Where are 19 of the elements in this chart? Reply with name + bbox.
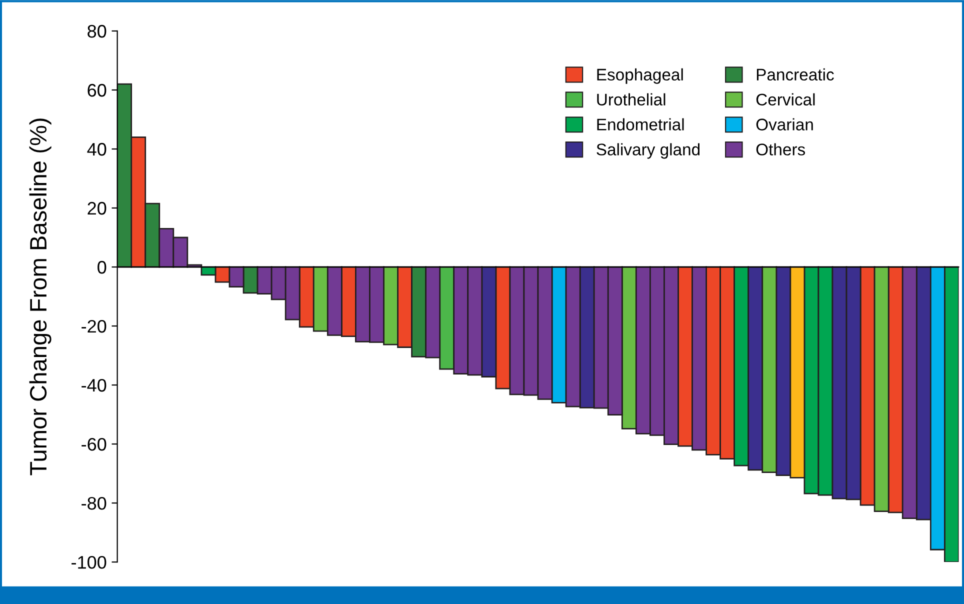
legend-label: Esophageal xyxy=(597,68,683,84)
legend-label: Salivary gland xyxy=(596,143,700,159)
y-tick-label: -20 xyxy=(82,320,106,333)
y-tick-label: 0 xyxy=(98,260,106,274)
legend-label: Ovarian xyxy=(756,118,813,130)
y-tick-label: 60 xyxy=(88,84,106,97)
y-tick-label: 20 xyxy=(88,202,106,215)
legend-label: Pancreatic xyxy=(756,68,834,81)
y-tick-label: -40 xyxy=(82,378,106,392)
legend-label: Cervical xyxy=(756,93,815,106)
legend-label: Others xyxy=(756,143,805,156)
legend-label: Urothelial xyxy=(597,93,666,106)
y-tick-label: -60 xyxy=(82,438,106,451)
y-tick-label: 40 xyxy=(87,142,106,156)
legend-label: Endometrial xyxy=(597,118,684,130)
y-tick-label: 80 xyxy=(88,24,106,38)
y-tick-label: -100 xyxy=(72,556,106,569)
y-axis-title: Tumor Change From Baseline (%) xyxy=(29,118,52,476)
y-tick-label: -80 xyxy=(82,496,106,510)
